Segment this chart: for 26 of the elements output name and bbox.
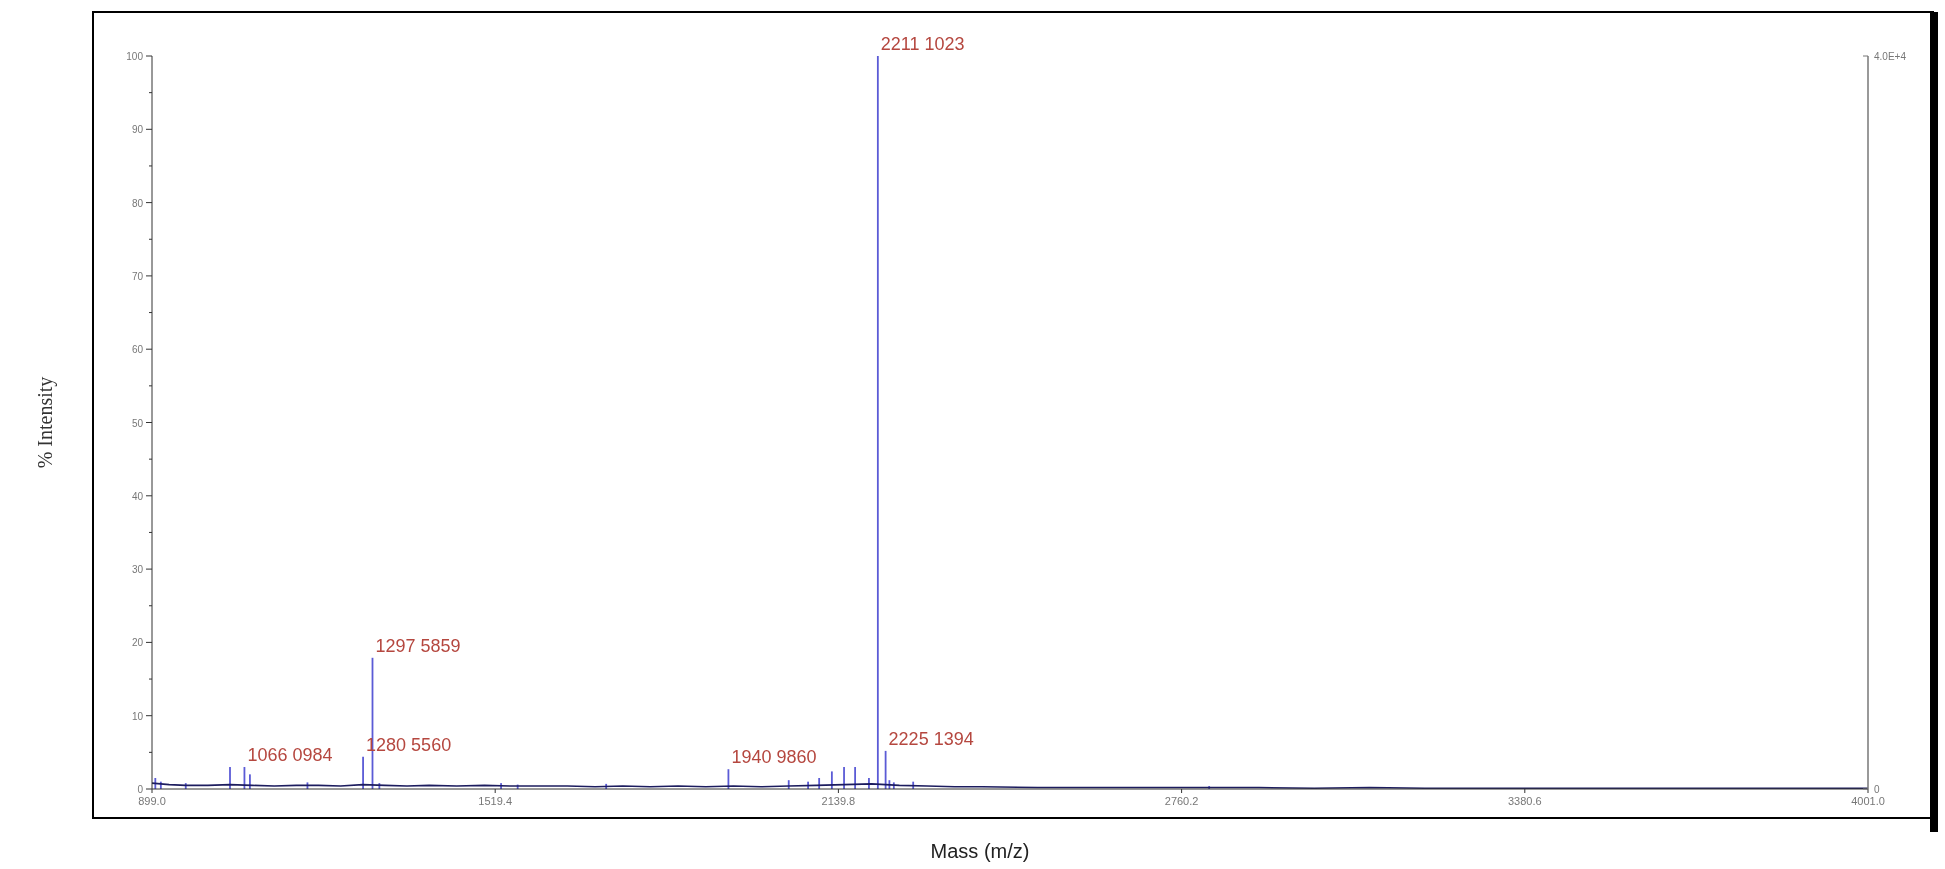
y-tick-label: 90 bbox=[131, 124, 144, 136]
x-tick-label: 2139.8 bbox=[821, 795, 856, 807]
annotation: 1066 0984 bbox=[247, 745, 333, 766]
y-axis-title: % Intensity bbox=[34, 376, 57, 469]
annotation: 2211 1023 bbox=[880, 34, 965, 54]
y-tick-label: 40 bbox=[131, 490, 144, 502]
y-tick-label: 60 bbox=[131, 344, 144, 356]
y-tick-label: 10 bbox=[131, 710, 144, 722]
x-tick-label: 2760.2 bbox=[1164, 795, 1199, 807]
y-tick-label: 70 bbox=[131, 270, 144, 282]
x-tick-label: 3380.6 bbox=[1507, 795, 1542, 807]
y-tick-label: 20 bbox=[131, 637, 144, 649]
annotation: 2225 1394 bbox=[888, 728, 974, 749]
y-tick-label: 50 bbox=[131, 417, 144, 429]
y-tick-label: 100 bbox=[126, 51, 144, 62]
y-tick-label: 80 bbox=[131, 197, 144, 209]
x-tick-label: 4001.0 bbox=[1851, 795, 1885, 807]
y-tick-label: 30 bbox=[131, 564, 144, 576]
x-tick-label: 899.0 bbox=[138, 795, 166, 807]
y-tick-label: 0 bbox=[137, 784, 144, 795]
annotation: 1297 5859 bbox=[375, 635, 461, 656]
x-axis-title: Mass (m/z) bbox=[930, 840, 1030, 862]
y2-tick-label: 4.0E+4 bbox=[1874, 51, 1907, 62]
x-tick-label: 1519.4 bbox=[478, 795, 513, 807]
annotation: 1940 9860 bbox=[731, 747, 817, 768]
y2-tick-label: 0 bbox=[1874, 784, 1880, 795]
